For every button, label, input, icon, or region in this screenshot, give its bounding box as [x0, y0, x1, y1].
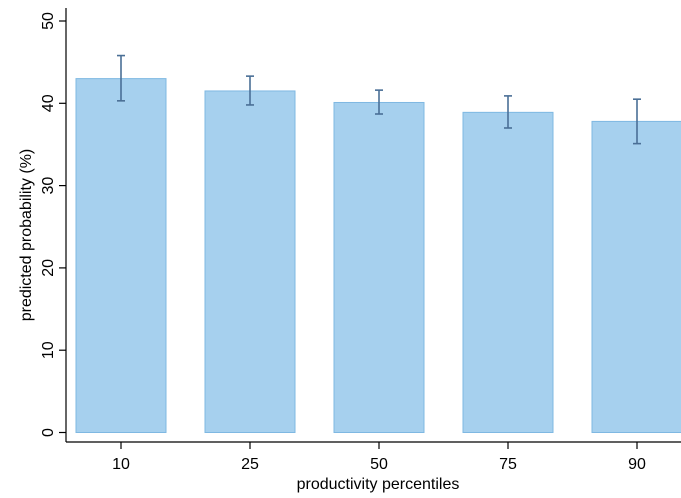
x-axis-title: productivity percentiles — [297, 476, 460, 493]
bar-75 — [462, 111, 554, 433]
y-tick-label: 0 — [40, 428, 57, 437]
axes: 0 10 20 30 40 50 10 25 50 75 90 — [40, 8, 681, 473]
y-axis-title: predicted probability (%) — [18, 149, 35, 322]
x-tick-label: 90 — [628, 456, 646, 473]
x-tick-label: 10 — [112, 456, 130, 473]
bar-90 — [591, 120, 681, 433]
bar-25 — [204, 90, 296, 434]
error-bar-10 — [117, 54, 125, 102]
error-bar-50 — [375, 89, 383, 115]
error-bar-75 — [504, 95, 512, 129]
y-tick-label: 20 — [40, 259, 57, 277]
x-tick-label: 25 — [241, 456, 259, 473]
bar-50 — [333, 101, 425, 434]
y-tick-label: 40 — [40, 94, 57, 112]
error-bar-90 — [633, 98, 641, 145]
bar-10 — [75, 78, 167, 434]
plot-area — [75, 54, 681, 434]
y-tick-label: 50 — [40, 12, 57, 30]
error-bar-25 — [246, 75, 254, 106]
x-tick-label: 75 — [499, 456, 517, 473]
y-tick-label: 30 — [40, 177, 57, 195]
y-tick-label: 10 — [40, 341, 57, 359]
x-tick-label: 50 — [370, 456, 388, 473]
